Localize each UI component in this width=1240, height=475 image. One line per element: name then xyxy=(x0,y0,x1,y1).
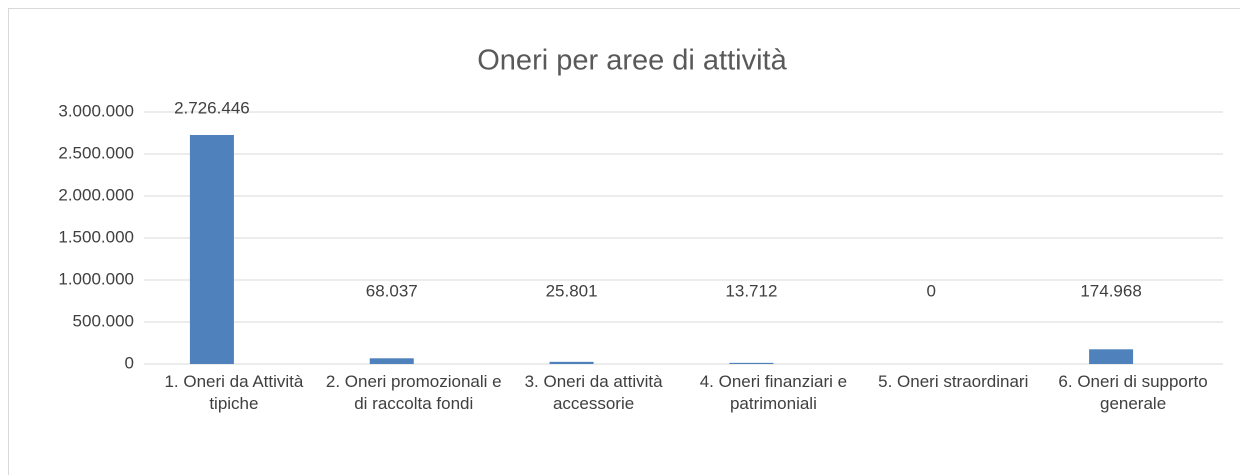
y-tick-label: 500.000 xyxy=(73,311,134,330)
y-tick-label: 2.000.000 xyxy=(58,185,134,204)
x-tick-label: 1. Oneri da Attività tipiche xyxy=(164,372,304,413)
x-tick-label: 3. Oneri da attività accessorie xyxy=(524,372,663,413)
bar xyxy=(189,134,234,364)
bar xyxy=(729,362,774,364)
chart-title: Oneri per aree di attività xyxy=(477,45,787,77)
x-tick-label: 6. Oneri di supporto generale xyxy=(1058,372,1208,413)
bar xyxy=(369,358,414,364)
data-label: 0 xyxy=(927,281,936,300)
x-tick-label: 2. Oneri promozionali e di raccolta fond… xyxy=(325,372,502,413)
data-label: 174.968 xyxy=(1080,281,1141,300)
data-label: 2.726.446 xyxy=(174,98,250,117)
x-tick-label: 4. Oneri finanziari e patrimoniali xyxy=(699,372,848,413)
x-tick-label: 5. Oneri straordinari xyxy=(878,372,1029,391)
chart-border xyxy=(8,8,1240,475)
data-label: 68.037 xyxy=(366,281,418,300)
y-tick-label: 2.500.000 xyxy=(58,143,134,162)
y-tick-label: 3.000.000 xyxy=(58,101,134,120)
bar xyxy=(1089,349,1134,364)
data-label: 25.801 xyxy=(546,281,598,300)
y-tick-label: 1.500.000 xyxy=(58,227,134,246)
bar xyxy=(549,361,594,364)
y-tick-label: 0 xyxy=(125,353,134,372)
y-tick-label: 1.000.000 xyxy=(58,269,134,288)
data-label: 13.712 xyxy=(725,281,777,300)
